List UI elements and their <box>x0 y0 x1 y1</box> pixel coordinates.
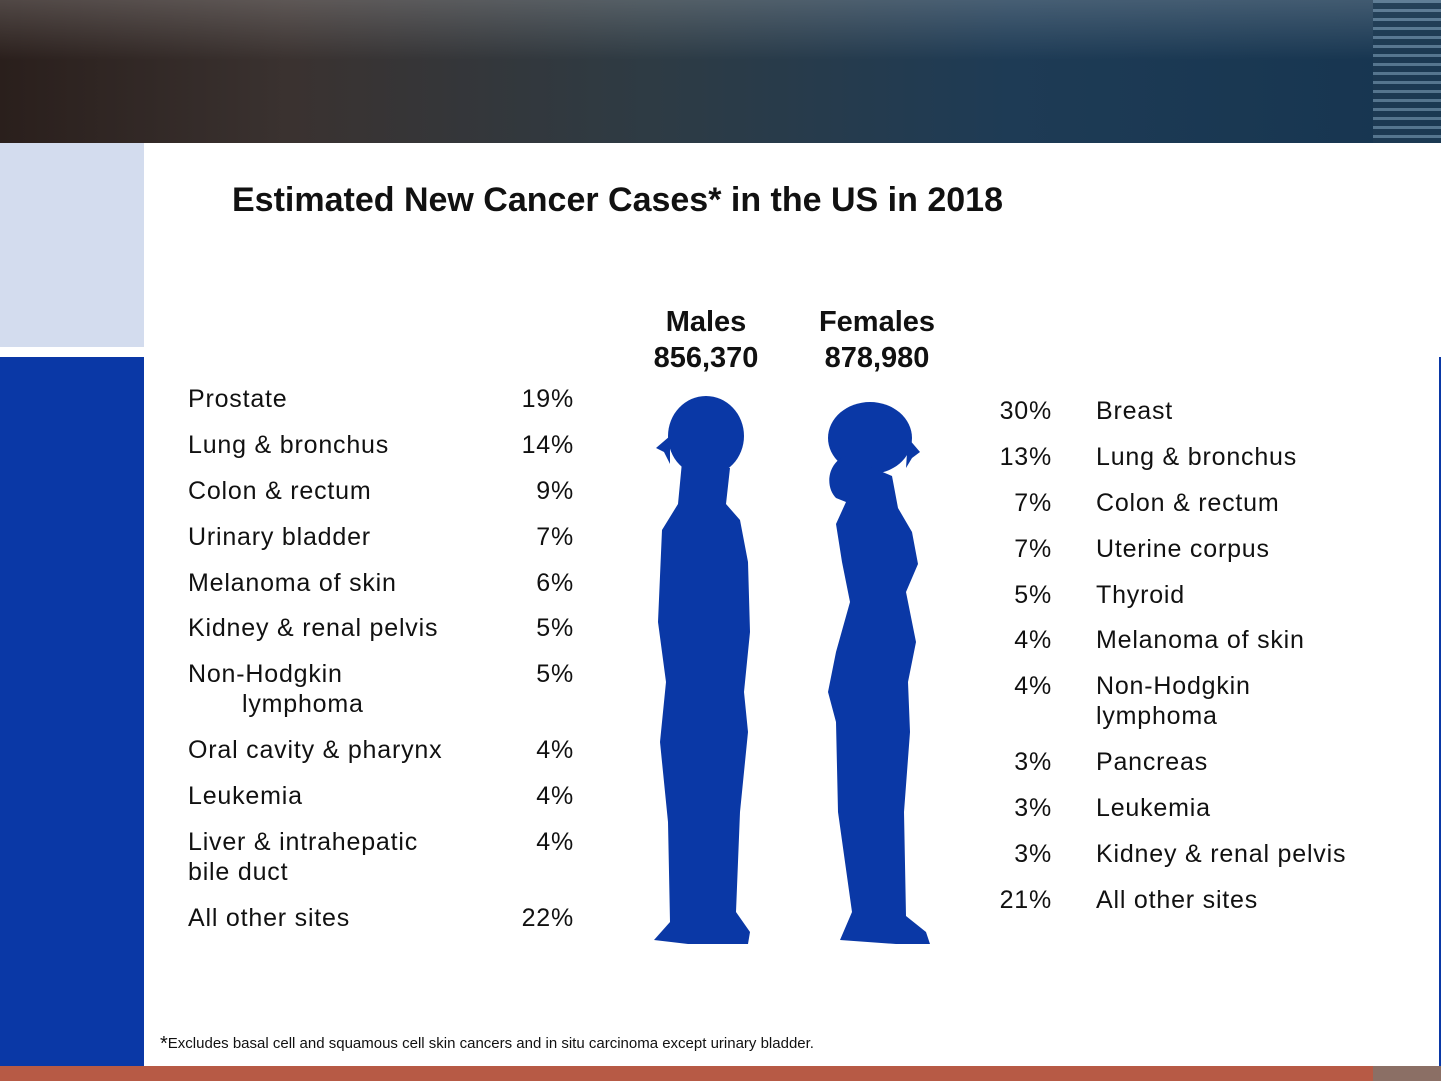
female-pct: 3% <box>1014 748 1052 776</box>
female-pct: 3% <box>1014 794 1052 822</box>
footnote: *Excludes basal cell and squamous cell s… <box>160 1033 814 1056</box>
female-pct: 7% <box>1014 489 1052 517</box>
male-pct: 9% <box>536 477 574 505</box>
female-pct: 4% <box>1014 672 1052 700</box>
female-pct: 30% <box>999 397 1052 425</box>
female-site: Leukemia <box>1096 794 1211 822</box>
male-silhouette-icon <box>654 396 750 944</box>
males-total: 856,370 <box>653 342 759 374</box>
female-pct: 5% <box>1014 581 1052 609</box>
side-panel-light <box>0 143 144 347</box>
male-site: Leukemia <box>188 782 303 810</box>
female-site: Kidney & renal pelvis <box>1096 840 1347 868</box>
male-pct: 4% <box>536 782 574 810</box>
female-site-continued: lymphoma <box>1096 702 1218 730</box>
male-pct: 6% <box>536 569 574 597</box>
female-pct: 4% <box>1014 626 1052 654</box>
male-site: Kidney & renal pelvis <box>188 614 439 642</box>
male-pct: 14% <box>521 431 574 459</box>
footnote-star: * <box>160 1033 168 1055</box>
male-pct: 5% <box>536 614 574 642</box>
female-pct: 3% <box>1014 840 1052 868</box>
female-site: Non-Hodgkin <box>1096 672 1251 700</box>
male-pct: 19% <box>521 385 574 413</box>
side-panel-dark <box>0 357 144 1067</box>
female-site: Pancreas <box>1096 748 1209 776</box>
body-silhouettes <box>654 396 930 944</box>
female-site: Colon & rectum <box>1096 489 1280 517</box>
banner-stripes <box>1373 0 1441 143</box>
female-pct: 13% <box>999 443 1052 471</box>
male-pct: 22% <box>521 904 574 932</box>
females-total: 878,980 <box>824 342 930 374</box>
male-site: Non-Hodgkin <box>188 660 343 688</box>
male-pct: 5% <box>536 660 574 688</box>
male-site: Prostate <box>188 385 288 413</box>
female-site: Melanoma of skin <box>1096 626 1305 654</box>
male-pct: 4% <box>536 828 574 856</box>
male-site: Liver & intrahepatic <box>188 828 419 856</box>
male-site: Lung & bronchus <box>188 431 390 459</box>
female-site: Lung & bronchus <box>1096 443 1298 471</box>
banner-shine <box>0 0 1441 60</box>
right-edge-bar <box>1439 357 1441 1067</box>
female-silhouette-icon <box>828 402 930 944</box>
female-site: Breast <box>1096 397 1174 425</box>
females-header: Females 878,980 <box>800 304 954 376</box>
male-site-continued: bile duct <box>188 858 289 886</box>
bottom-bar <box>0 1066 1441 1081</box>
male-pct: 4% <box>536 736 574 764</box>
male-site: Oral cavity & pharynx <box>188 736 443 764</box>
male-site: Melanoma of skin <box>188 569 397 597</box>
bottom-bar-corner <box>1373 1066 1441 1081</box>
male-pct: 7% <box>536 523 574 551</box>
female-site: Thyroid <box>1096 581 1185 609</box>
male-site: Urinary bladder <box>188 523 371 551</box>
males-label: Males <box>665 306 747 338</box>
females-label: Females <box>818 306 936 338</box>
males-header: Males 856,370 <box>636 304 776 376</box>
female-pct: 21% <box>999 886 1052 914</box>
female-pct: 7% <box>1014 535 1052 563</box>
male-site: All other sites <box>188 904 351 932</box>
female-site: All other sites <box>1096 886 1259 914</box>
male-site-continued: lymphoma <box>242 690 364 718</box>
top-banner <box>0 0 1441 143</box>
page-title: Estimated New Cancer Cases* in the US in… <box>232 181 1003 219</box>
footnote-text: Excludes basal cell and squamous cell sk… <box>167 1035 814 1052</box>
male-site: Colon & rectum <box>188 477 372 505</box>
female-site: Uterine corpus <box>1096 535 1270 563</box>
